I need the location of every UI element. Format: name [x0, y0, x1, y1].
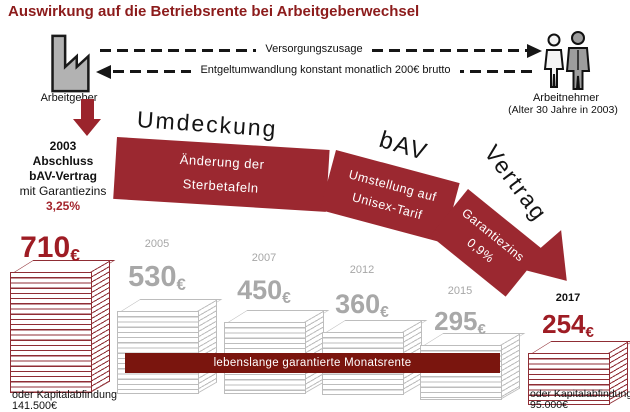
pile-side-face: [500, 333, 520, 400]
contract-line3: mit Garantiezins: [19, 184, 107, 198]
flow-label-row: Entgeltumwandlung konstant monatlich 200…: [113, 64, 538, 77]
euro-sign: €: [176, 275, 186, 294]
versorgungszusage-label: Versorgungszusage: [256, 43, 372, 56]
payout-left: oder Kapitalabfindung 141.500€: [12, 390, 117, 412]
payout-left-line1: oder Kapitalabfindung: [12, 389, 118, 401]
stack-year: 2017: [555, 292, 581, 304]
arc-segment-text: Änderung der Sterbetafeln: [179, 151, 265, 196]
contract-rate: 3,25%: [45, 199, 81, 213]
factory-icon: [51, 34, 90, 93]
arc-segment-sterbetafeln: Änderung der Sterbetafeln: [113, 137, 330, 212]
arrow-right-icon: [527, 44, 542, 58]
pile-front-face: [117, 311, 199, 394]
stack-year: 2012: [349, 264, 375, 276]
arc-segment-text: Garantiezins 0,9%: [459, 205, 528, 266]
paper-pile: [528, 341, 630, 405]
stack-2003: 710€: [10, 231, 116, 393]
stack-value: 254€: [542, 309, 594, 341]
stack-value: 450€: [237, 275, 291, 308]
stack-year: 2007: [251, 252, 277, 264]
stack-value: 710€: [20, 231, 80, 266]
pile-front-face: [10, 272, 92, 393]
paper-pile: [10, 260, 116, 393]
stack-2017: 2017 254€: [528, 292, 630, 405]
pile-front-face: [528, 353, 610, 405]
euro-sign: €: [282, 290, 291, 307]
entgeltumwandlung-label: Entgeltumwandlung konstant monatlich 200…: [191, 64, 460, 77]
payout-left-line2: 141.500€: [12, 400, 58, 412]
flow-label-row: Versorgungszusage: [100, 43, 528, 56]
payout-right-line1: oder Kapitalabfindung: [530, 388, 630, 400]
euro-sign: €: [585, 324, 594, 341]
employee-label: Arbeitnehmer: [532, 92, 600, 104]
euro-sign: €: [70, 245, 80, 265]
employer-label: Arbeitgeber: [40, 92, 98, 104]
arc-segment-text: Umstellung auf Unisex-Tarif: [347, 167, 439, 223]
contract-year: 2003: [49, 139, 77, 153]
stack-year: 2005: [144, 238, 170, 250]
payout-right: oder Kapitalabfindung 95.000€: [530, 389, 630, 411]
paper-pile: [117, 299, 223, 394]
down-arrow-head-icon: [73, 119, 101, 136]
down-arrow-icon: [81, 99, 94, 120]
page-title: Auswirkung auf die Betriebsrente bei Arb…: [8, 3, 420, 20]
monatsrente-banner: lebenslange garantierte Monatsrente: [125, 353, 500, 373]
stack-2012: 2012 360€: [322, 264, 428, 395]
euro-sign: €: [380, 304, 389, 321]
stack-2015: 2015 295€: [420, 285, 526, 400]
arc-word-umdeckung: Umdeckung: [136, 106, 279, 142]
euro-sign: €: [477, 321, 486, 338]
contract-2003-block: 2003 Abschluss bAV-Vertrag mit Garantiez…: [6, 139, 120, 214]
pile-side-face: [90, 260, 110, 393]
contract-line1: Abschluss: [32, 154, 94, 168]
employees-icon: [543, 31, 591, 90]
stack-year: 2015: [447, 285, 473, 297]
contract-line2: bAV-Vertrag: [29, 169, 97, 183]
stack-2005: 2005 530€: [117, 238, 223, 394]
stack-value: 295€: [434, 306, 486, 338]
payout-right-line2: 95.000€: [530, 399, 568, 411]
employee-age-note: (Alter 30 Jahre in 2003): [508, 104, 618, 116]
arrow-left-icon: [96, 65, 111, 79]
arc-word-bav: bAV: [376, 126, 432, 167]
pile-side-face: [197, 299, 217, 394]
stack-value: 360€: [335, 289, 389, 322]
stack-value: 530€: [128, 261, 186, 295]
